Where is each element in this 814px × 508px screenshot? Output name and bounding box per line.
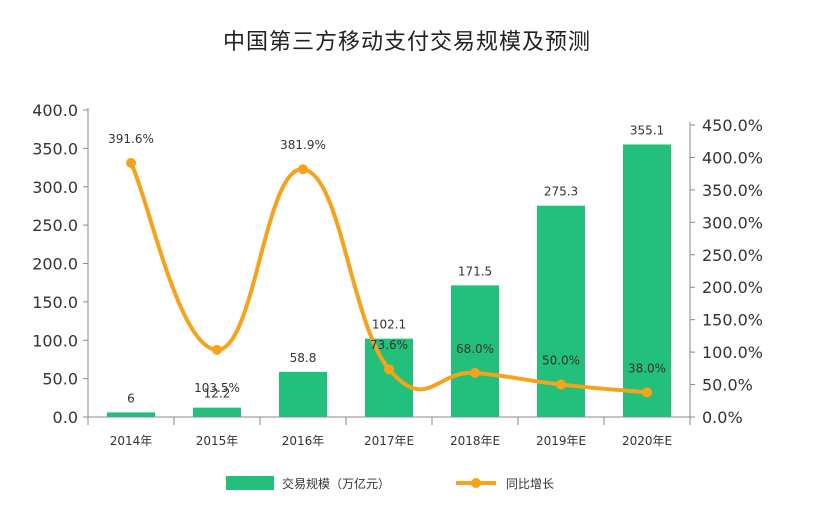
growth-point — [298, 164, 308, 175]
growth-point — [556, 379, 566, 390]
y-left-tick-label: 50.0 — [42, 370, 78, 389]
growth-point — [384, 364, 394, 375]
x-tick-label: 2017年E — [364, 434, 414, 448]
bar — [193, 407, 241, 417]
growth-data-label: 381.9% — [280, 138, 326, 152]
x-tick-label: 2015年 — [196, 434, 239, 448]
x-tick-label: 2018年E — [450, 434, 500, 448]
y-right-tick-label: 450.0% — [702, 116, 763, 135]
bar-data-label: 12.2 — [204, 387, 231, 401]
bar-data-label: 171.5 — [458, 264, 492, 278]
legend-line-marker — [471, 478, 481, 488]
growth-data-label: 391.6% — [108, 132, 154, 146]
y-right-tick-label: 100.0% — [702, 343, 763, 362]
y-right-tick-label: 0.0% — [702, 408, 743, 427]
bar-data-label: 6 — [127, 391, 135, 405]
y-right-tick-label: 350.0% — [702, 181, 763, 200]
bar — [451, 285, 499, 417]
growth-line — [129, 160, 649, 395]
y-left-tick-label: 300.0 — [32, 178, 78, 197]
y-right-tick-label: 400.0% — [702, 148, 763, 167]
x-tick-label: 2020年E — [622, 434, 672, 448]
bar-data-label: 275.3 — [544, 185, 578, 199]
y-left-tick-label: 400.0 — [32, 101, 78, 120]
y-right-tick-label: 150.0% — [702, 311, 763, 330]
y-right-tick-label: 200.0% — [702, 278, 763, 297]
bar-data-label: 102.1 — [372, 318, 406, 332]
bar — [107, 412, 155, 417]
y-left-tick-label: 250.0 — [32, 216, 78, 235]
growth-data-label: 73.6% — [370, 338, 408, 352]
x-tick-label: 2019年E — [536, 434, 586, 448]
y-right-tick-label: 300.0% — [702, 213, 763, 232]
growth-point — [642, 387, 652, 398]
growth-data-label: 38.0% — [628, 361, 666, 375]
bar — [279, 371, 327, 417]
y-right-tick-label: 50.0% — [702, 376, 753, 395]
y-left-tick-label: 0.0 — [53, 408, 78, 427]
growth-point — [126, 157, 136, 168]
growth-data-label: 50.0% — [542, 354, 580, 368]
bar — [623, 144, 671, 417]
bar — [365, 338, 413, 417]
bar-data-label: 355.1 — [630, 123, 664, 137]
y-left-tick-label: 100.0 — [32, 331, 78, 350]
x-tick-label: 2016年 — [282, 434, 325, 448]
x-tick-label: 2014年 — [110, 434, 153, 448]
legend-bar-label: 交易规模（万亿元） — [282, 476, 390, 491]
growth-point — [212, 344, 222, 355]
y-right-tick-label: 250.0% — [702, 246, 763, 265]
chart-title: 中国第三方移动支付交易规模及预测 — [222, 30, 591, 55]
legend-bar-swatch — [226, 476, 274, 490]
y-left-tick-label: 350.0 — [32, 139, 78, 158]
growth-point — [470, 367, 480, 378]
growth-data-label: 68.0% — [456, 342, 494, 356]
bar-data-label: 58.8 — [290, 351, 317, 365]
y-left-tick-label: 150.0 — [32, 293, 78, 312]
y-left-tick-label: 200.0 — [32, 255, 78, 274]
growth-data-label: 103.5% — [194, 381, 240, 395]
legend-line-label: 同比增长 — [506, 477, 554, 491]
